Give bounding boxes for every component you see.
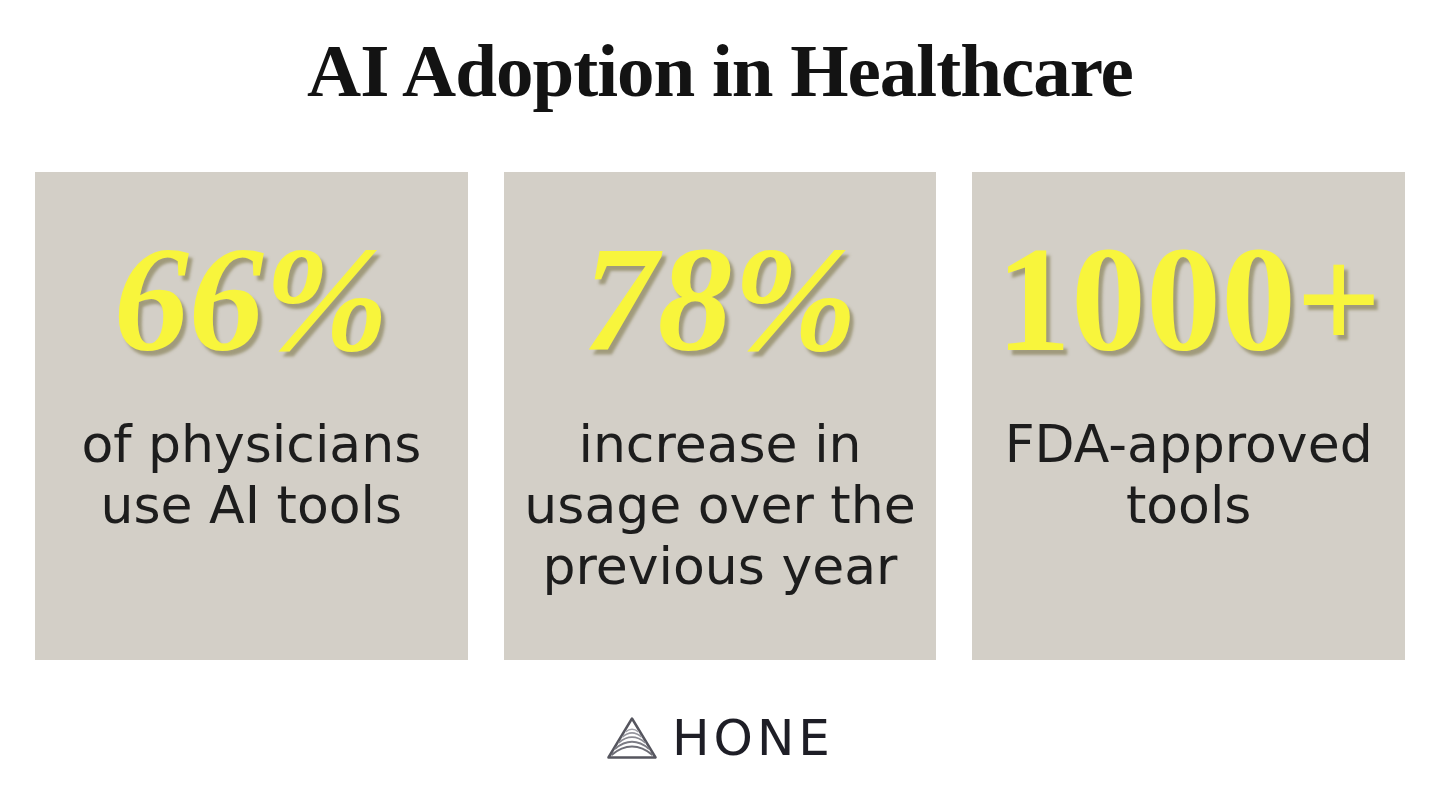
stat-label: increase in usage over the previous year xyxy=(524,414,915,596)
page-title: AI Adoption in Healthcare xyxy=(0,28,1440,114)
stat-value: 66% xyxy=(114,224,389,374)
stat-label: of physicians use AI tools xyxy=(81,414,421,536)
infographic-canvas: AI Adoption in Healthcare 66% of physici… xyxy=(0,0,1440,800)
stat-cards: 66% of physicians use AI tools 78% incre… xyxy=(35,172,1405,660)
stat-card-fda-tools: 1000+ FDA-approved tools xyxy=(972,172,1405,660)
stat-card-usage-increase: 78% increase in usage over the previous … xyxy=(504,172,937,660)
hone-logo-text: HONE xyxy=(672,713,834,763)
brand-footer: HONE xyxy=(0,706,1440,770)
layered-triangle-icon xyxy=(606,713,658,763)
stat-label: FDA-approved tools xyxy=(1005,414,1373,536)
stat-value: 78% xyxy=(583,224,858,374)
stat-value: 1000+ xyxy=(996,224,1381,374)
stat-card-physicians: 66% of physicians use AI tools xyxy=(35,172,468,660)
